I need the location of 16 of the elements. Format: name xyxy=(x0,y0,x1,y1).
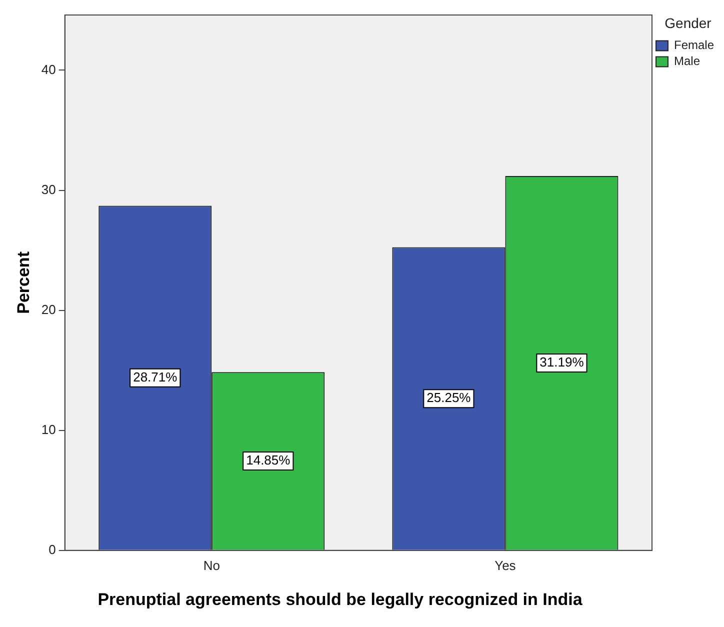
data-label: 25.25% xyxy=(426,390,472,406)
x-tick-label: No xyxy=(203,558,220,573)
legend-label: Male xyxy=(674,54,700,68)
y-tick-label: 0 xyxy=(48,542,56,557)
y-tick-label: 10 xyxy=(41,422,56,437)
data-label: 31.19% xyxy=(540,354,584,370)
x-axis-title: Prenuptial agreements should be legally recognized in India xyxy=(96,590,584,609)
x-tick-label: Yes xyxy=(494,558,516,573)
y-tick-label: 20 xyxy=(41,302,56,317)
data-label: 28.71% xyxy=(133,369,178,384)
y-tick-label: 30 xyxy=(41,182,56,197)
legend-title: Gender xyxy=(664,14,712,31)
data-label: 14.85% xyxy=(246,452,291,468)
y-tick-label: 40 xyxy=(41,62,56,77)
y-axis-title: Percent xyxy=(14,251,33,314)
legend-label: Female xyxy=(674,38,714,52)
